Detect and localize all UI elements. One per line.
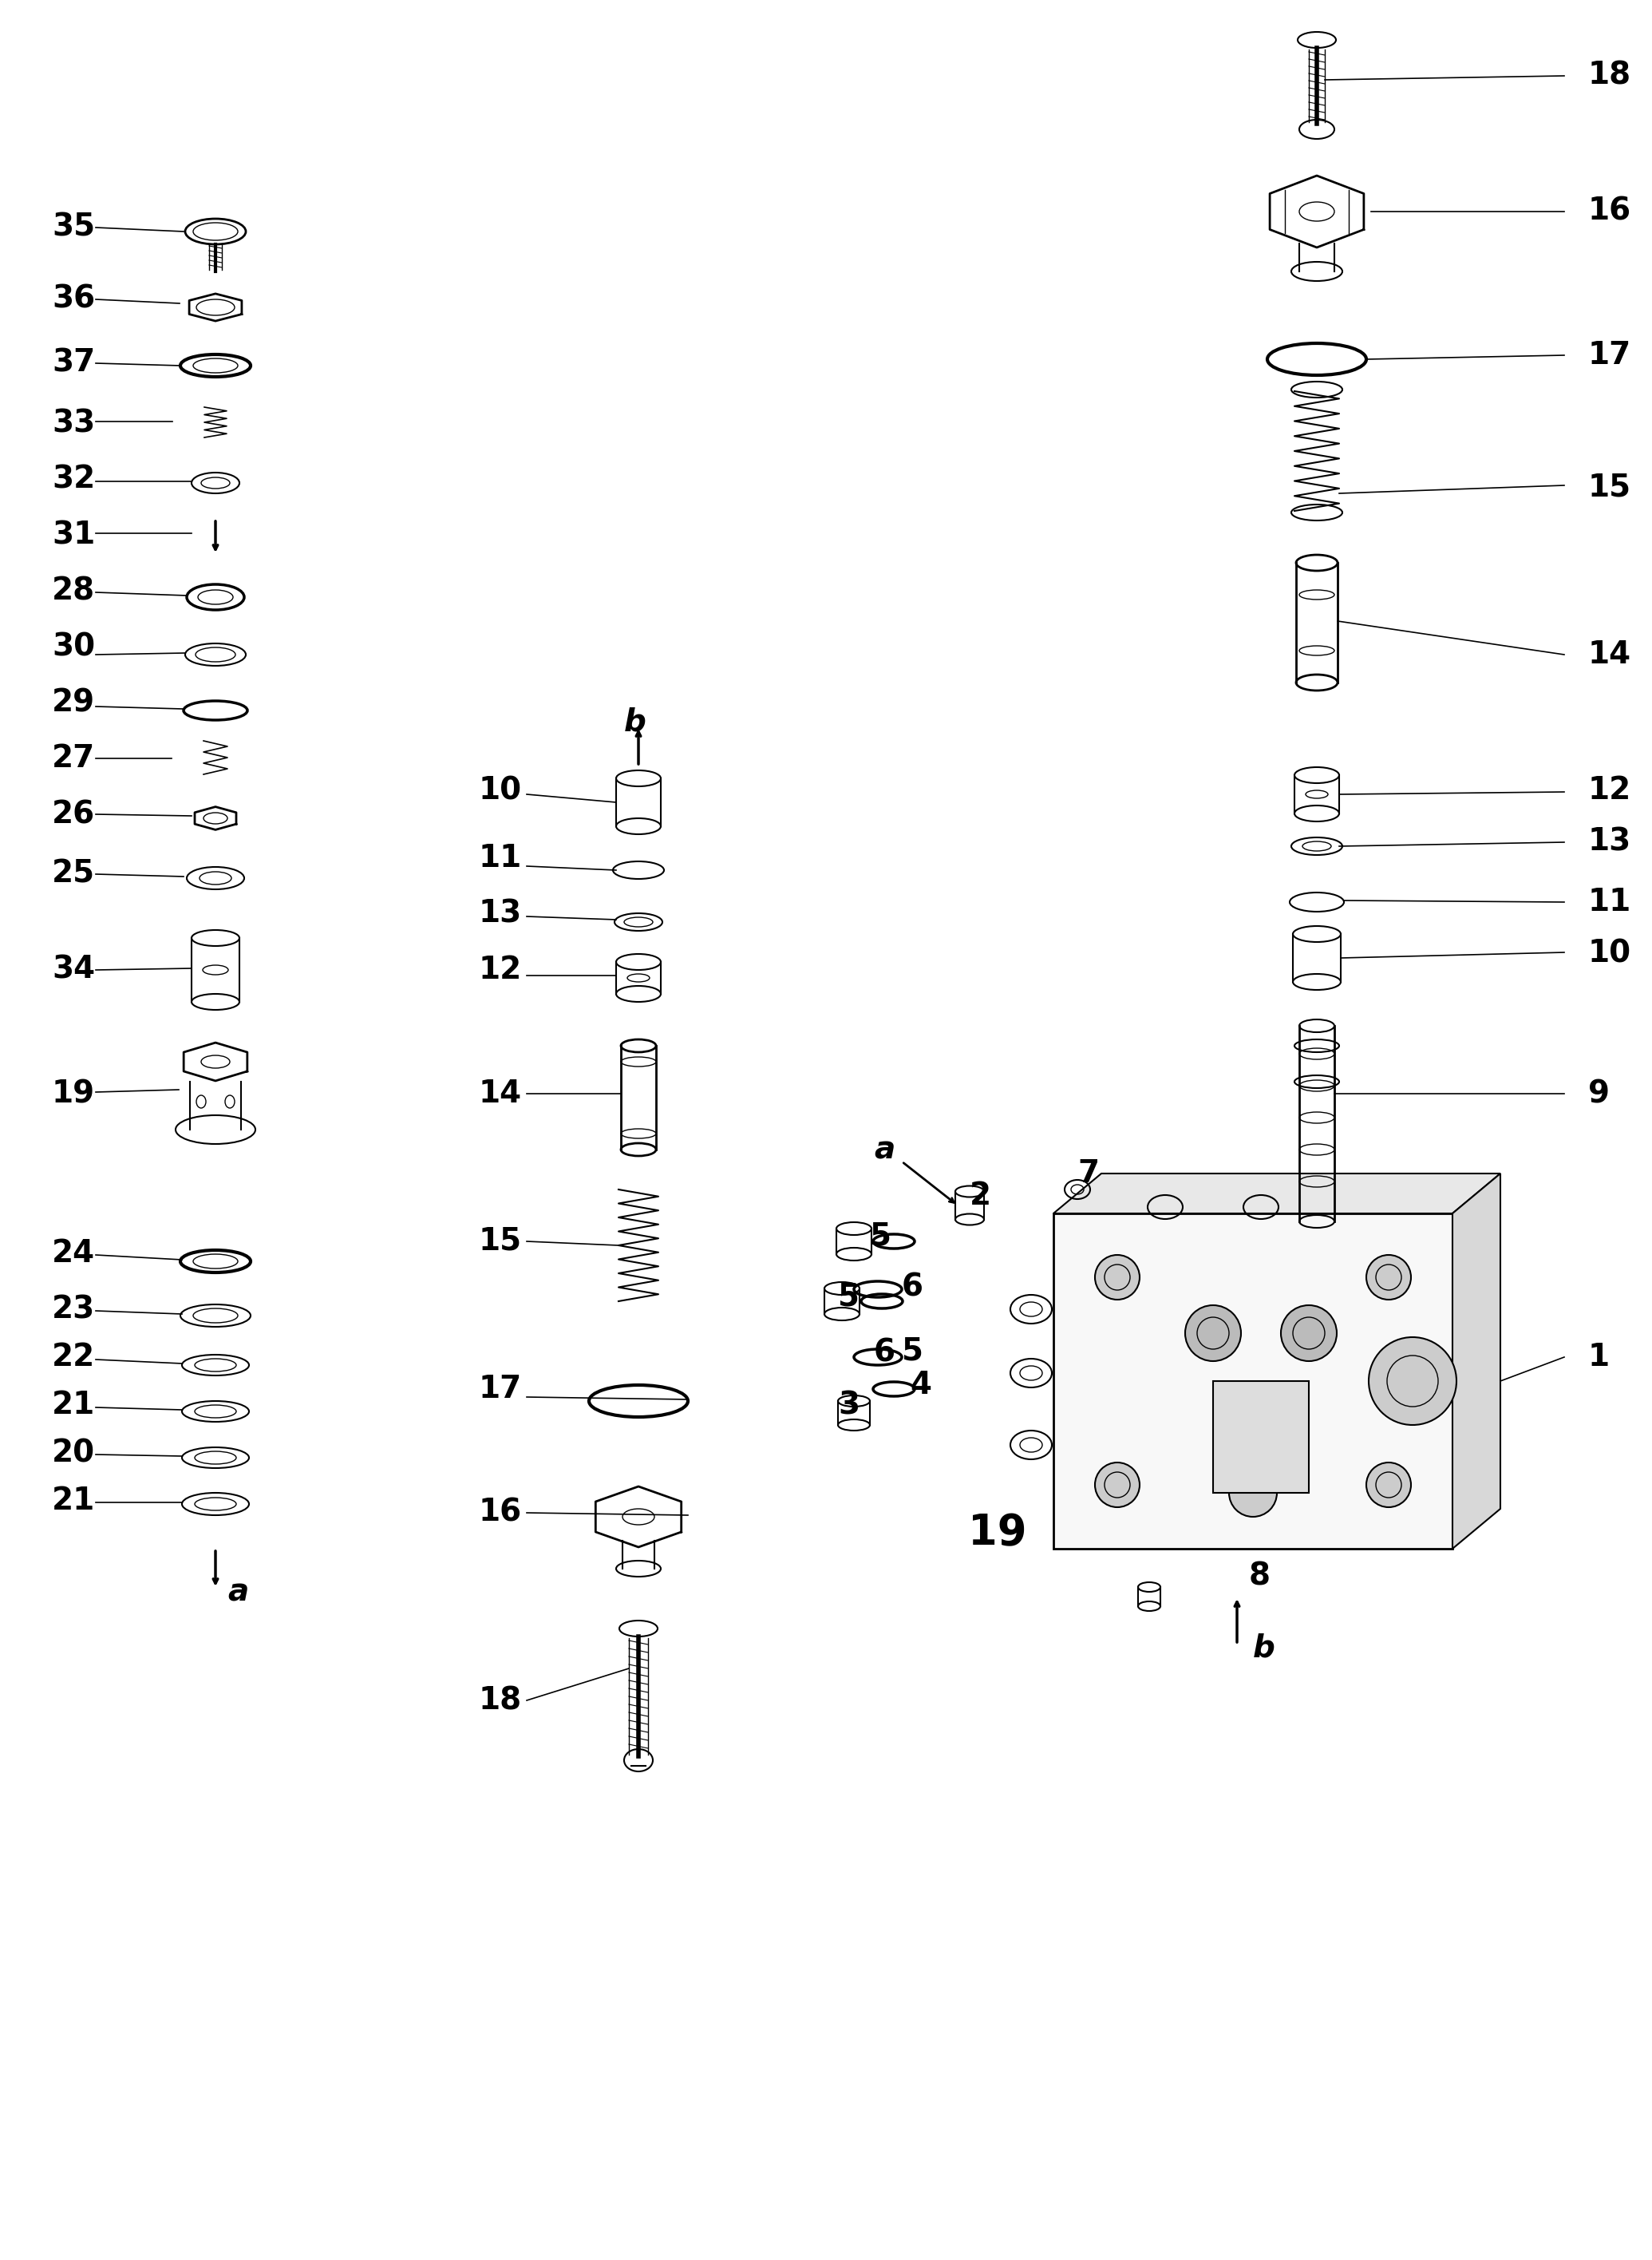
Polygon shape <box>1452 1173 1500 1548</box>
Text: 22: 22 <box>51 1342 96 1372</box>
Text: 3: 3 <box>838 1390 859 1419</box>
Text: 26: 26 <box>51 800 96 829</box>
Text: 5: 5 <box>871 1220 892 1252</box>
Text: 32: 32 <box>51 463 96 495</box>
Text: 35: 35 <box>51 212 96 242</box>
Text: 19: 19 <box>51 1078 96 1110</box>
Text: 14: 14 <box>1588 640 1631 669</box>
Text: 30: 30 <box>51 631 96 662</box>
Polygon shape <box>1054 1173 1500 1214</box>
Text: 23: 23 <box>51 1295 96 1324</box>
Text: 6: 6 <box>874 1338 895 1367</box>
Text: 4: 4 <box>910 1370 932 1401</box>
Text: 8: 8 <box>1249 1562 1270 1591</box>
Text: 19: 19 <box>968 1512 1028 1553</box>
Ellipse shape <box>1229 1469 1277 1516</box>
Text: 37: 37 <box>51 348 96 377</box>
Text: 21: 21 <box>51 1485 96 1516</box>
Bar <box>1054 1214 1452 1548</box>
Text: 5: 5 <box>838 1281 859 1313</box>
Text: 28: 28 <box>51 576 96 606</box>
Text: 24: 24 <box>51 1238 96 1268</box>
Text: 12: 12 <box>1588 775 1632 805</box>
Text: 27: 27 <box>51 744 96 773</box>
Text: 20: 20 <box>51 1437 96 1469</box>
Text: 16: 16 <box>1588 197 1631 226</box>
Text: 21: 21 <box>51 1390 96 1419</box>
Ellipse shape <box>1370 1338 1457 1426</box>
Text: 6: 6 <box>902 1272 923 1302</box>
Ellipse shape <box>1095 1254 1140 1299</box>
Text: 7: 7 <box>1077 1159 1099 1189</box>
Text: 34: 34 <box>51 954 96 985</box>
Text: 10: 10 <box>479 775 522 805</box>
Text: 17: 17 <box>1588 339 1632 371</box>
Text: 13: 13 <box>479 899 522 929</box>
Text: 17: 17 <box>479 1374 522 1403</box>
Ellipse shape <box>1095 1462 1140 1507</box>
Text: 11: 11 <box>479 843 522 872</box>
Text: 14: 14 <box>479 1078 522 1110</box>
Ellipse shape <box>1280 1306 1336 1361</box>
Text: 2: 2 <box>970 1180 991 1211</box>
Text: 5: 5 <box>902 1336 923 1367</box>
Ellipse shape <box>1184 1306 1241 1361</box>
Text: a: a <box>228 1577 248 1607</box>
Text: 12: 12 <box>479 954 522 985</box>
Text: 15: 15 <box>1588 472 1631 502</box>
Ellipse shape <box>1366 1254 1411 1299</box>
Text: b: b <box>1252 1634 1275 1663</box>
Text: 25: 25 <box>51 859 96 890</box>
Text: 29: 29 <box>51 687 96 719</box>
Text: b: b <box>624 707 646 737</box>
Ellipse shape <box>1366 1462 1411 1507</box>
Text: 18: 18 <box>479 1686 522 1715</box>
Text: 15: 15 <box>479 1227 522 1257</box>
Text: 1: 1 <box>1588 1342 1609 1372</box>
Text: 18: 18 <box>1588 61 1631 90</box>
Text: 11: 11 <box>1588 886 1632 918</box>
Text: 9: 9 <box>1588 1078 1609 1110</box>
Text: 16: 16 <box>479 1498 522 1528</box>
Text: 31: 31 <box>51 520 96 549</box>
Bar <box>1213 1381 1308 1494</box>
Text: 33: 33 <box>51 409 96 438</box>
Text: 10: 10 <box>1588 938 1631 970</box>
Text: a: a <box>874 1135 895 1164</box>
Text: 13: 13 <box>1588 827 1632 857</box>
Text: 36: 36 <box>51 285 96 314</box>
